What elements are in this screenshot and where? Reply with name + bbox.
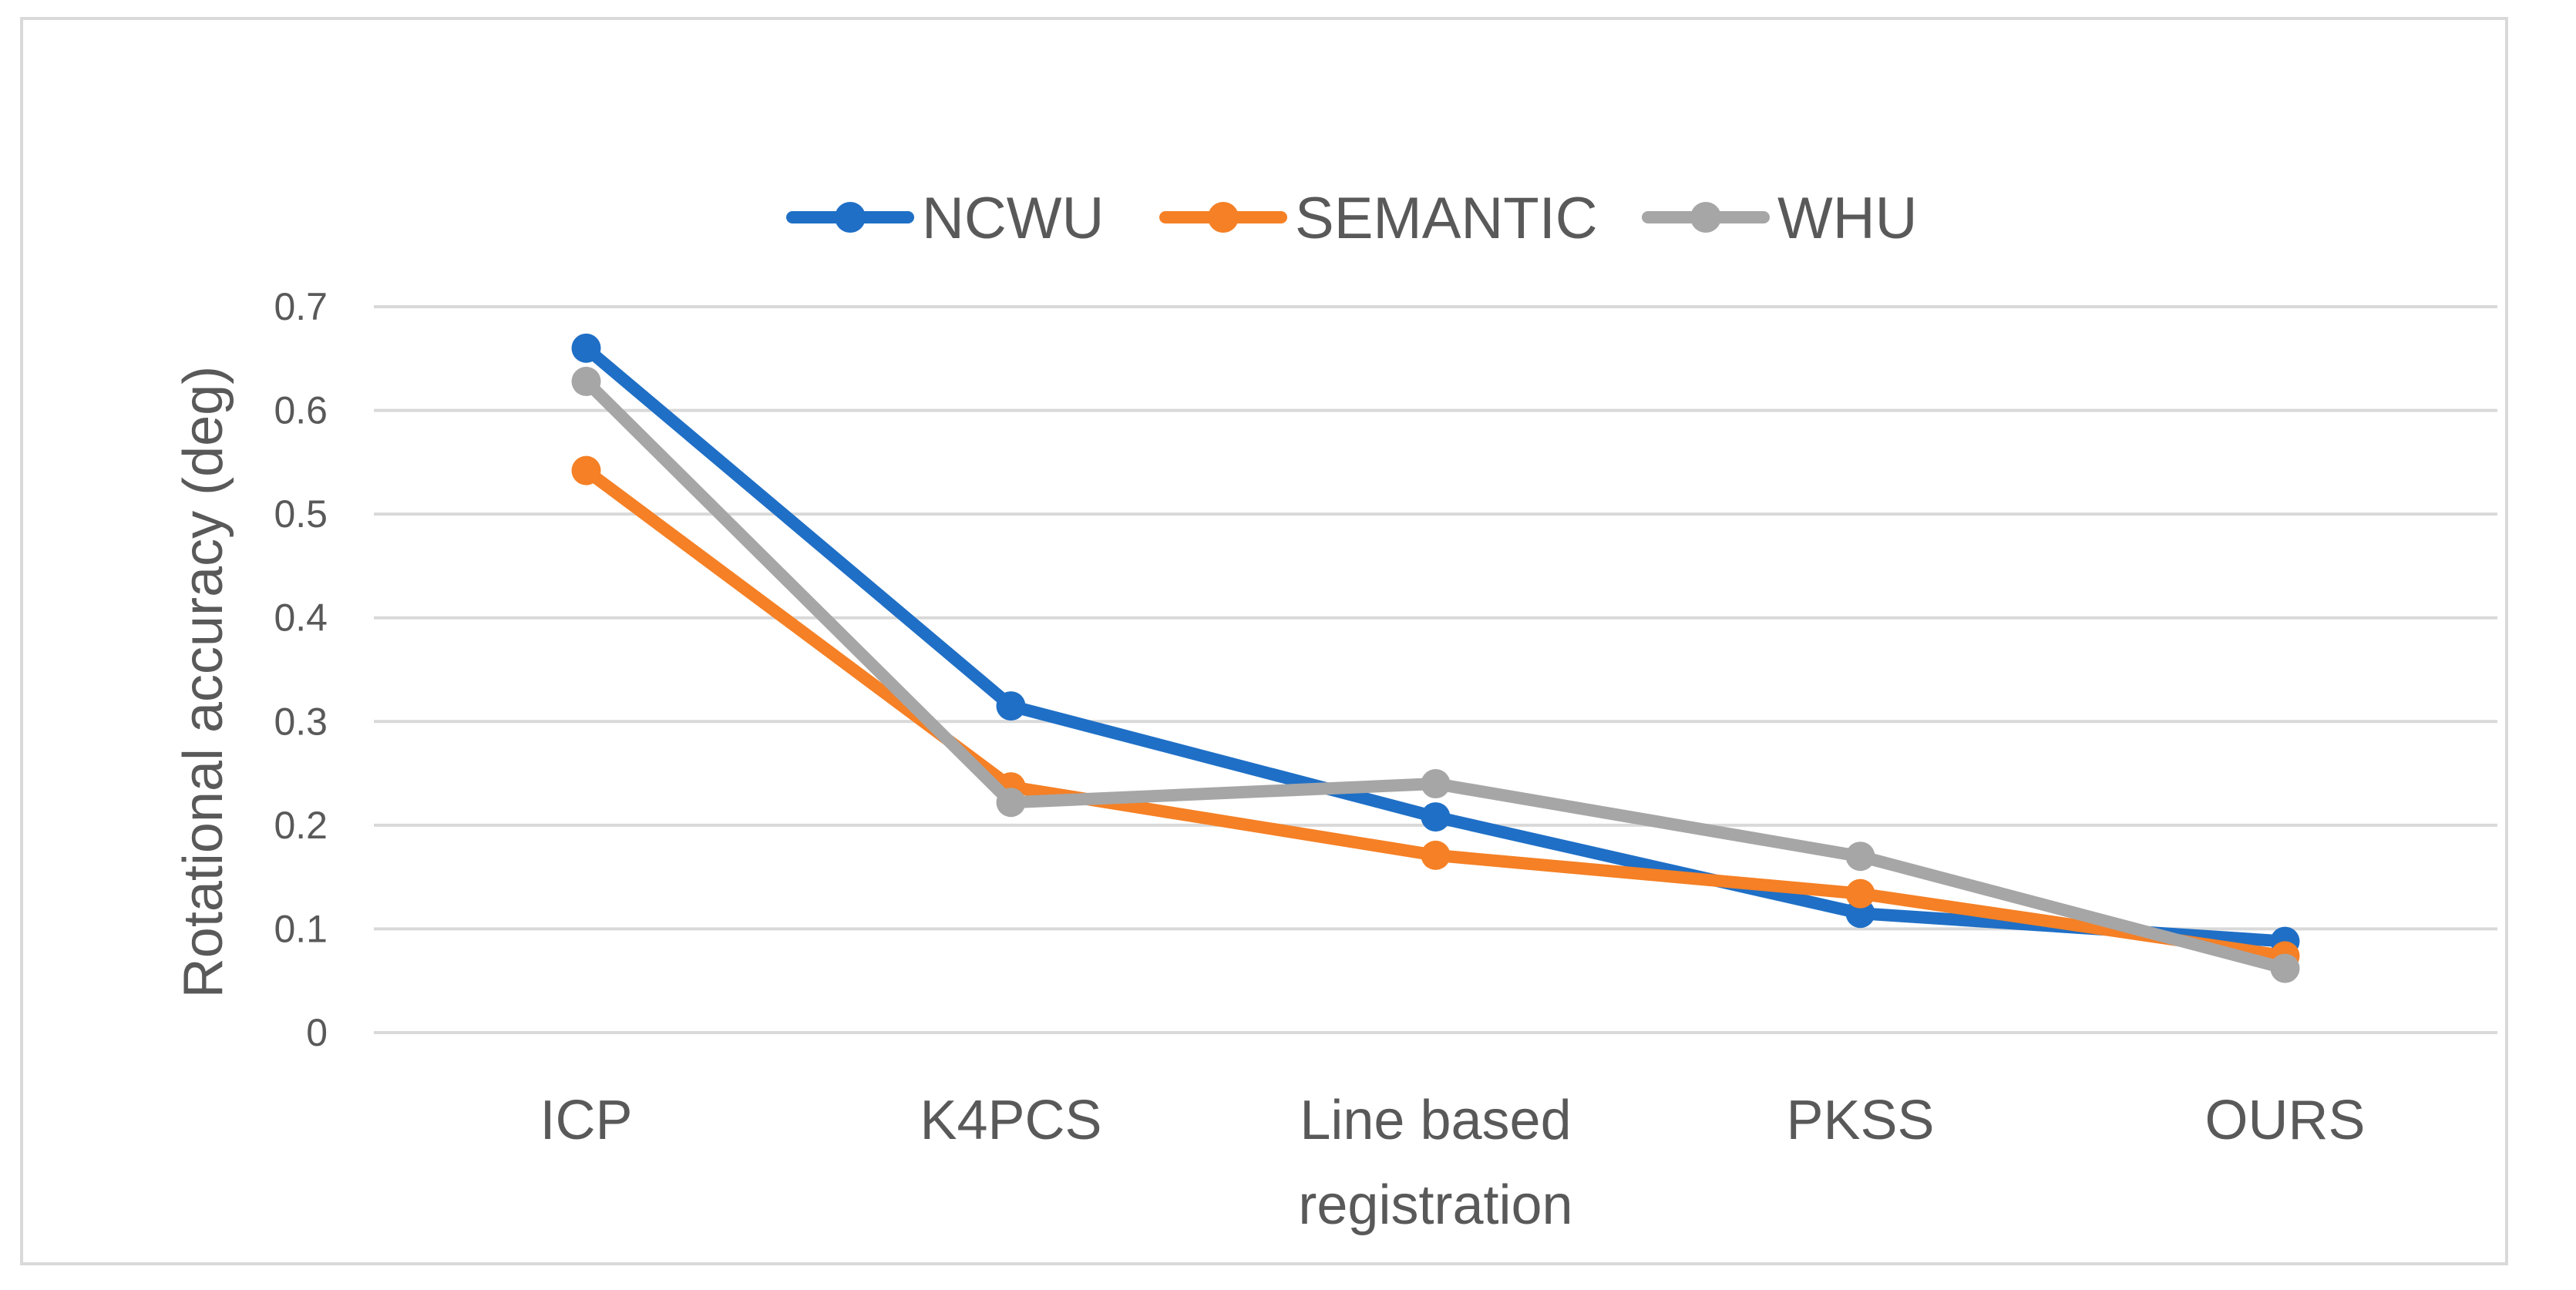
data-point: [996, 691, 1026, 721]
y-tick-label: 0.5: [274, 492, 328, 536]
y-tick-label: 0.2: [274, 804, 328, 847]
data-point: [571, 366, 601, 396]
chart-frame: [20, 17, 2508, 1265]
legend-label: WHU: [1777, 186, 1918, 251]
series-line: [580, 375, 2292, 975]
legend: NCWU SEMANTIC WHU: [786, 186, 1918, 251]
legend-marker: [1208, 202, 1239, 233]
y-axis-title: Rotational accuracy (deg): [173, 366, 234, 998]
x-tick-label: OURS: [2204, 1090, 2365, 1151]
legend-item-semantic: SEMANTIC: [1159, 186, 1598, 251]
x-tick-label: K4PCS: [920, 1090, 1101, 1151]
data-point: [1421, 840, 1451, 870]
x-tick-label: ICP: [540, 1090, 632, 1151]
x-tick-label: Line based: [1300, 1090, 1571, 1151]
legend-marker: [835, 202, 866, 233]
series-whu: [571, 366, 2300, 983]
y-tick-label: 0.3: [274, 700, 328, 743]
legend-marker: [1690, 202, 1721, 233]
x-tick-label: PKSS: [1786, 1090, 1934, 1151]
y-tick-label: 0.1: [274, 907, 328, 950]
data-point: [1421, 802, 1451, 832]
y-tick-label: 0.6: [274, 389, 328, 432]
data-point: [2270, 953, 2300, 983]
y-tick-label: 0.7: [274, 285, 328, 328]
legend-item-whu: WHU: [1642, 186, 1918, 251]
data-point: [1845, 878, 1875, 909]
y-tick-label: 0: [306, 1011, 328, 1054]
data-point: [1845, 842, 1875, 872]
data-point: [1421, 769, 1451, 799]
data-point: [571, 333, 601, 363]
data-point: [571, 455, 601, 485]
x-axis-ticks: ICP K4PCS Line based registration PKSS OURS: [540, 1090, 2365, 1236]
y-tick-label: 0.4: [274, 596, 328, 640]
data-point: [996, 788, 1026, 818]
series-lines: [571, 333, 2300, 983]
gridlines: [374, 305, 2497, 1034]
legend-label: NCWU: [922, 186, 1104, 251]
legend-label: SEMANTIC: [1295, 186, 1598, 251]
series-line: [580, 464, 2292, 962]
legend-item-ncwu: NCWU: [786, 186, 1104, 251]
x-tick-label: registration: [1298, 1174, 1572, 1236]
y-axis-ticks: 0 0.1 0.2 0.3 0.4 0.5 0.6 0.7: [274, 285, 328, 1054]
series-semantic: [571, 455, 2300, 971]
